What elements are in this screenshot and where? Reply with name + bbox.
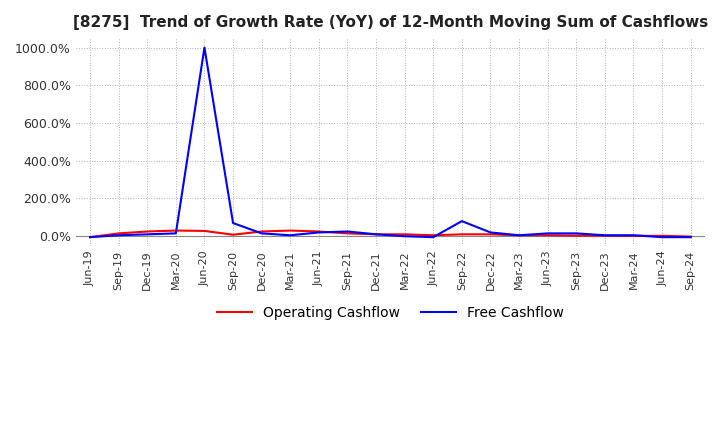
Free Cashflow (143, 232, 152, 237)
Operating Cashflow (629, 233, 638, 238)
Operating Cashflow (457, 232, 466, 237)
Operating Cashflow (171, 228, 180, 233)
Free Cashflow (629, 233, 638, 238)
Operating Cashflow (515, 233, 523, 238)
Operating Cashflow (86, 235, 94, 240)
Operating Cashflow (286, 228, 294, 233)
Free Cashflow (343, 229, 352, 234)
Operating Cashflow (429, 233, 438, 238)
Line: Free Cashflow: Free Cashflow (90, 48, 690, 237)
Free Cashflow (171, 231, 180, 236)
Free Cashflow (286, 233, 294, 238)
Free Cashflow (229, 220, 238, 226)
Operating Cashflow (114, 231, 123, 236)
Operating Cashflow (658, 233, 667, 238)
Free Cashflow (257, 231, 266, 236)
Free Cashflow (486, 230, 495, 235)
Operating Cashflow (143, 229, 152, 234)
Free Cashflow (429, 235, 438, 240)
Operating Cashflow (229, 232, 238, 237)
Operating Cashflow (686, 234, 695, 239)
Operating Cashflow (486, 232, 495, 237)
Free Cashflow (658, 235, 667, 240)
Free Cashflow (114, 233, 123, 238)
Free Cashflow (600, 233, 609, 238)
Free Cashflow (86, 235, 94, 240)
Free Cashflow (200, 45, 209, 50)
Operating Cashflow (572, 233, 580, 238)
Legend: Operating Cashflow, Free Cashflow: Operating Cashflow, Free Cashflow (212, 301, 569, 326)
Free Cashflow (515, 233, 523, 238)
Operating Cashflow (600, 233, 609, 238)
Operating Cashflow (372, 232, 380, 237)
Operating Cashflow (315, 229, 323, 234)
Free Cashflow (372, 232, 380, 237)
Line: Operating Cashflow: Operating Cashflow (90, 231, 690, 237)
Free Cashflow (315, 230, 323, 235)
Free Cashflow (572, 231, 580, 236)
Title: [8275]  Trend of Growth Rate (YoY) of 12-Month Moving Sum of Cashflows: [8275] Trend of Growth Rate (YoY) of 12-… (73, 15, 708, 30)
Operating Cashflow (257, 229, 266, 234)
Free Cashflow (457, 219, 466, 224)
Operating Cashflow (400, 232, 409, 237)
Operating Cashflow (343, 231, 352, 236)
Free Cashflow (400, 234, 409, 239)
Operating Cashflow (200, 228, 209, 234)
Operating Cashflow (544, 233, 552, 238)
Free Cashflow (544, 231, 552, 236)
Free Cashflow (686, 235, 695, 240)
